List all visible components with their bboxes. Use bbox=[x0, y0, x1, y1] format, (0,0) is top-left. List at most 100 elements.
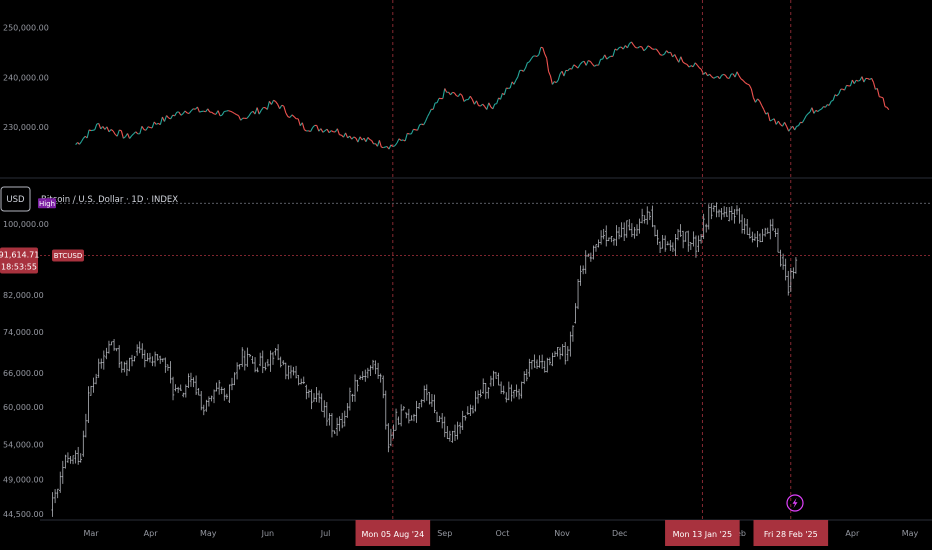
upper-line-segment bbox=[612, 48, 616, 57]
upper-line-segment bbox=[678, 56, 682, 63]
ohlc-bar bbox=[587, 253, 590, 257]
ohlc-bar bbox=[376, 362, 380, 379]
upper-line-segment bbox=[250, 110, 254, 114]
upper-line-segment bbox=[813, 110, 817, 114]
ohlc-bar bbox=[76, 446, 80, 465]
ohlc-bar bbox=[69, 456, 72, 464]
upper-line-segment bbox=[662, 53, 665, 56]
upper-line-segment bbox=[588, 60, 591, 62]
ohlc-bar bbox=[699, 233, 703, 244]
upper-line-segment bbox=[728, 73, 732, 79]
ohlc-bar bbox=[446, 426, 449, 439]
upper-line-segment bbox=[287, 116, 291, 118]
upper-line-segment bbox=[147, 126, 151, 129]
ohlc-bar bbox=[353, 374, 357, 402]
currency-button[interactable]: USD bbox=[0, 186, 31, 212]
high-badge: High bbox=[38, 198, 56, 209]
ohlc-bar bbox=[615, 225, 618, 246]
upper-line-segment bbox=[798, 122, 801, 126]
ohlc-bar bbox=[512, 389, 516, 399]
upper-line-segment bbox=[668, 51, 671, 54]
upper-line-segment bbox=[863, 78, 867, 83]
ohlc-bar bbox=[299, 378, 303, 385]
upper-line-segment bbox=[304, 129, 307, 132]
upper-indicator-pane: 250,000.00 240,000.00 230,000.00 bbox=[3, 23, 890, 150]
upper-line-segment bbox=[684, 63, 688, 65]
upper-line-segment bbox=[838, 88, 842, 94]
ohlc-bar bbox=[581, 265, 585, 275]
ohlc-bar bbox=[51, 492, 54, 517]
upper-line-segment bbox=[428, 109, 432, 114]
upper-line-segment bbox=[721, 73, 724, 76]
ohlc-bar bbox=[602, 228, 605, 240]
upper-line-segment bbox=[381, 146, 384, 149]
ohlc-bar bbox=[663, 235, 667, 252]
upper-line-segment bbox=[846, 84, 849, 87]
ohlc-bar bbox=[720, 207, 723, 220]
price-bars bbox=[51, 202, 798, 517]
upper-line-segment bbox=[357, 136, 361, 143]
upper-line-segment bbox=[775, 120, 779, 125]
upper-line-segment bbox=[442, 88, 446, 99]
upper-line-segment bbox=[696, 64, 700, 69]
upper-line-segment bbox=[781, 122, 786, 127]
upper-line-segment bbox=[872, 82, 876, 90]
upper-line-segment bbox=[330, 130, 334, 133]
x-tick-label: Nov bbox=[554, 529, 570, 538]
ohlc-bar bbox=[128, 357, 131, 372]
upper-line-segment bbox=[817, 109, 820, 112]
ohlc-bar bbox=[661, 234, 664, 249]
upper-line-segment bbox=[444, 88, 448, 93]
ohlc-bar bbox=[212, 389, 216, 404]
ohlc-bar bbox=[302, 376, 305, 385]
upper-line-segment bbox=[805, 113, 809, 117]
upper-line-segment bbox=[686, 64, 690, 68]
upper-line-segment bbox=[713, 76, 717, 79]
ohlc-bar bbox=[417, 403, 421, 410]
countdown-label: 18:53:55 bbox=[1, 262, 37, 271]
ohlc-bar bbox=[233, 372, 236, 386]
lightning-icon[interactable] bbox=[786, 494, 804, 512]
ohlc-bar bbox=[505, 392, 508, 403]
ohlc-bar bbox=[230, 377, 234, 391]
ohlc-bar bbox=[341, 412, 344, 429]
ohlc-bar bbox=[125, 360, 129, 376]
upper-line-segment bbox=[492, 103, 496, 110]
upper-y-axis: 250,000.00 240,000.00 230,000.00 bbox=[3, 23, 49, 132]
event-lines bbox=[392, 0, 792, 520]
upper-line-segment bbox=[832, 94, 836, 101]
ohlc-bar bbox=[610, 236, 613, 243]
ohlc-bar bbox=[53, 489, 57, 504]
upper-line-segment bbox=[407, 132, 410, 135]
ohlc-bar bbox=[566, 346, 569, 362]
upper-line-segment bbox=[786, 126, 790, 132]
ohlc-bar bbox=[146, 353, 149, 362]
ohlc-bar bbox=[523, 371, 526, 385]
ohlc-bar bbox=[561, 344, 564, 357]
upper-line-segment bbox=[796, 125, 799, 127]
upper-line-segment bbox=[463, 99, 467, 102]
ohlc-bar bbox=[761, 228, 764, 242]
upper-line-segment bbox=[643, 48, 647, 52]
ohlc-bar bbox=[207, 396, 211, 407]
upper-line-segment bbox=[166, 115, 170, 119]
ohlc-bar bbox=[192, 377, 195, 388]
ohlc-bar bbox=[64, 454, 67, 469]
ohlc-bar bbox=[217, 380, 221, 395]
upper-line-segment bbox=[184, 110, 188, 114]
ohlc-bar bbox=[238, 364, 241, 370]
upper-line-segment bbox=[178, 111, 182, 116]
ohlc-bar bbox=[589, 252, 593, 262]
ohlc-bar bbox=[156, 354, 159, 361]
upper-line-segment bbox=[459, 93, 463, 96]
upper-line-segment bbox=[694, 62, 698, 66]
ohlc-bar bbox=[671, 242, 675, 253]
ohlc-bar bbox=[571, 325, 575, 342]
upper-line-segment bbox=[312, 125, 316, 128]
upper-line-segment bbox=[345, 132, 349, 139]
ohlc-bar bbox=[161, 358, 164, 363]
upper-line-segment bbox=[666, 50, 669, 54]
upper-line-segment bbox=[461, 95, 465, 102]
ohlc-bar bbox=[564, 342, 567, 365]
ohlc-bar bbox=[658, 241, 662, 253]
